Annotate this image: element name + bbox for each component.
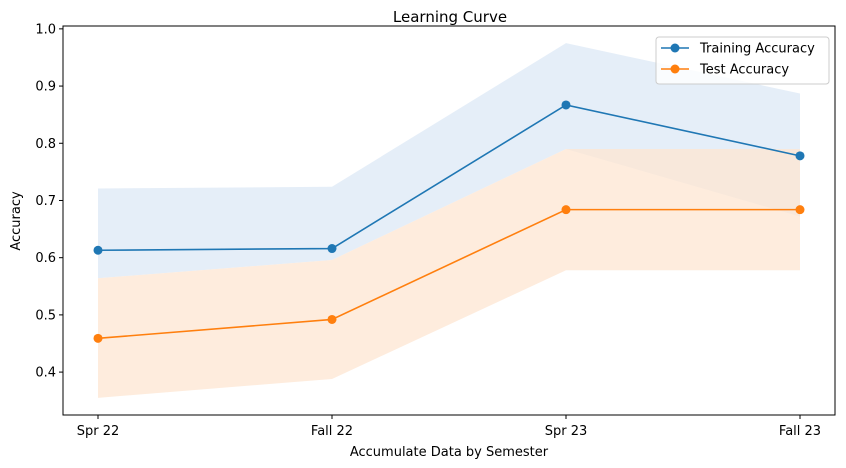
point-series-2-3 [561, 205, 571, 215]
legend-label-1: Training Accuracy [699, 42, 815, 57]
band-series-2 [98, 148, 800, 398]
confidence-bands [98, 43, 800, 398]
line-series-1 [97, 104, 801, 252]
y-tick-label-7: 1.0 [35, 22, 56, 37]
line-series-2 [97, 208, 800, 340]
x-tick-label-2: Fall 22 [311, 424, 353, 439]
legend-marker-2 [670, 64, 680, 74]
y-tick-label-5: 0.8 [35, 137, 56, 152]
series-lines [93, 100, 805, 343]
y-tick-label-1: 0.4 [35, 366, 56, 381]
y-tick-label-4: 0.7 [35, 194, 56, 209]
y-axis-label: Accuracy [9, 191, 24, 251]
point-series-2-4 [795, 205, 805, 215]
point-series-1-4 [795, 151, 805, 161]
band-series-1 [98, 43, 800, 279]
legend-marker-1 [670, 43, 680, 53]
x-axis-label: Accumulate Data by Semester [350, 445, 549, 460]
point-series-1-1 [93, 245, 103, 255]
point-series-2-1 [93, 333, 103, 343]
point-series-2-2 [327, 314, 337, 324]
x-axis: Spr 22 Fall 22 Spr 23 Fall 23 [77, 415, 821, 439]
legend: Training Accuracy Test Accuracy [655, 36, 830, 85]
x-tick-label-4: Fall 23 [779, 424, 821, 439]
y-tick-label-6: 0.9 [35, 80, 56, 95]
x-tick-label-3: Spr 23 [545, 424, 588, 439]
legend-label-2: Test Accuracy [699, 63, 789, 78]
point-series-1-2 [327, 244, 337, 254]
x-tick-label-1: Spr 22 [77, 424, 120, 439]
y-axis: 0.4 0.5 0.6 0.7 0.8 0.9 1.0 [35, 22, 63, 381]
chart-title: Learning Curve [393, 8, 507, 26]
legend-box [655, 36, 830, 85]
point-series-1-3 [561, 100, 571, 110]
y-tick-label-2: 0.5 [35, 308, 56, 323]
plot-frame [62, 25, 836, 416]
y-tick-label-3: 0.6 [35, 251, 56, 266]
